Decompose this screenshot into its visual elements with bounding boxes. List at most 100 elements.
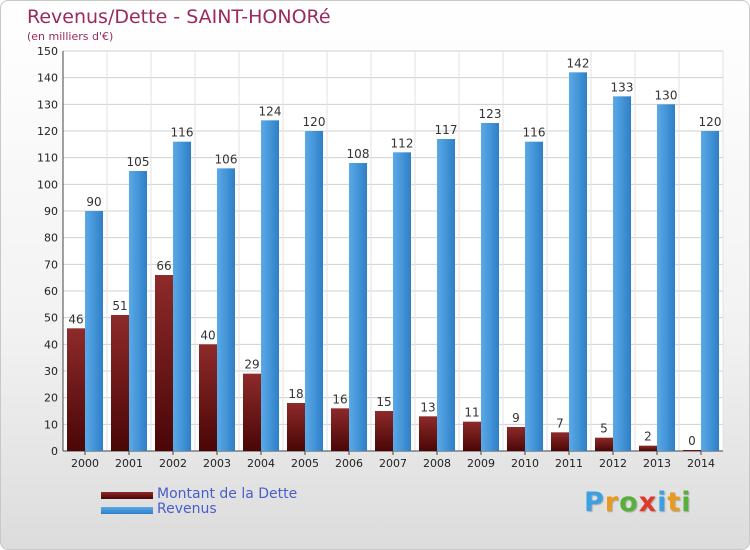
data-label-revenus: 90: [86, 195, 101, 209]
y-tick-label: 150: [37, 45, 58, 58]
y-tick-label: 60: [44, 285, 58, 298]
y-tick-label: 40: [44, 338, 58, 351]
y-tick-label: 80: [44, 232, 58, 245]
bar-dette: [243, 373, 261, 451]
data-label-dette: 18: [288, 387, 303, 401]
y-tick-label: 50: [44, 312, 58, 325]
y-tick-label: 130: [37, 98, 58, 111]
logo-letter: o: [619, 487, 639, 518]
data-label-dette: 7: [556, 416, 564, 430]
data-label-revenus: 142: [567, 56, 590, 70]
bar-revenus: [305, 131, 323, 451]
bar-dette: [419, 416, 437, 451]
bar-dette: [463, 421, 481, 451]
data-label-revenus: 120: [699, 115, 722, 129]
x-tick-label: 2007: [379, 457, 407, 470]
data-label-dette: 66: [156, 259, 171, 273]
data-label-revenus: 105: [127, 155, 150, 169]
bar-revenus: [569, 72, 587, 451]
x-tick-label: 2000: [71, 457, 99, 470]
data-label-dette: 0: [688, 434, 696, 448]
data-label-revenus: 106: [215, 152, 238, 166]
data-label-dette: 9: [512, 411, 520, 425]
logo-letter: t: [667, 487, 682, 518]
y-tick-label: 70: [44, 258, 58, 271]
label-layer: 4690511056611640106291241812016108151121…: [68, 56, 721, 448]
chart-title: Revenus/Dette - SAINT-HONORé: [27, 6, 331, 28]
x-tick-label: 2013: [643, 457, 671, 470]
bar-revenus: [525, 141, 543, 451]
x-tick-label: 2011: [555, 457, 583, 470]
proxiti-logo: Proxiti: [584, 487, 692, 518]
bar-dette: [595, 437, 613, 451]
bar-revenus: [481, 123, 499, 451]
x-tick-label: 2004: [247, 457, 275, 470]
bar-dette: [67, 328, 85, 451]
data-label-revenus: 133: [611, 80, 634, 94]
legend-label-dette: Montant de la Dette: [157, 486, 298, 502]
data-label-dette: 11: [464, 406, 479, 420]
data-label-revenus: 117: [435, 123, 458, 137]
data-label-revenus: 123: [479, 107, 502, 121]
bar-layer: [67, 72, 719, 452]
legend-swatch-revenus: [101, 507, 153, 514]
y-tick-label: 90: [44, 205, 58, 218]
y-tick-label: 120: [37, 125, 58, 138]
x-tick-label: 2010: [511, 457, 539, 470]
bar-revenus: [657, 104, 675, 451]
data-label-revenus: 130: [655, 88, 678, 102]
data-label-revenus: 112: [391, 136, 414, 150]
data-label-dette: 46: [68, 312, 83, 326]
x-tick-label: 2012: [599, 457, 627, 470]
bar-revenus: [129, 171, 147, 451]
data-label-dette: 13: [420, 400, 435, 414]
data-label-revenus: 116: [523, 126, 546, 140]
logo-letter: x: [638, 487, 658, 518]
bar-dette: [639, 445, 657, 451]
x-tick-label: 2005: [291, 457, 319, 470]
data-label-dette: 29: [244, 358, 259, 372]
x-tick-label: 2002: [159, 457, 187, 470]
bar-dette: [331, 408, 349, 451]
data-label-revenus: 124: [259, 104, 282, 118]
bar-dette: [507, 427, 525, 451]
data-label-dette: 51: [112, 299, 127, 313]
logo-letter: r: [604, 487, 620, 518]
logo-letter: i: [681, 487, 692, 518]
bar-revenus: [173, 141, 191, 451]
bar-revenus: [217, 168, 235, 452]
bar-dette: [551, 432, 569, 451]
legend-swatch-dette: [101, 492, 153, 499]
y-tick-label: 30: [44, 365, 58, 378]
bar-revenus: [613, 96, 631, 451]
y-tick-label: 0: [51, 445, 58, 458]
bar-dette: [375, 411, 393, 451]
chart-subtitle: (en milliers d'€): [27, 30, 114, 43]
data-label-revenus: 108: [347, 147, 370, 161]
data-label-dette: 5: [600, 422, 608, 436]
data-label-revenus: 120: [303, 115, 326, 129]
data-label-dette: 16: [332, 392, 347, 406]
x-tick-label: 2009: [467, 457, 495, 470]
data-label-revenus: 116: [171, 126, 194, 140]
logo-letter: i: [657, 487, 668, 518]
bar-revenus: [85, 211, 103, 451]
bar-revenus: [437, 139, 455, 451]
x-tick-label: 2001: [115, 457, 143, 470]
bar-dette: [683, 450, 701, 451]
y-tick-label: 20: [44, 392, 58, 405]
data-label-dette: 40: [200, 328, 215, 342]
x-tick-label: 2014: [687, 457, 715, 470]
y-tick-label: 140: [37, 72, 58, 85]
bar-dette: [111, 315, 129, 451]
bar-revenus: [701, 131, 719, 451]
legend-label-revenus: Revenus: [157, 501, 217, 517]
bar-revenus: [261, 120, 279, 451]
y-tick-label: 10: [44, 418, 58, 431]
x-tick-label: 2008: [423, 457, 451, 470]
bar-dette: [287, 403, 305, 451]
logo-letter: P: [584, 487, 605, 518]
data-label-dette: 2: [644, 430, 652, 444]
